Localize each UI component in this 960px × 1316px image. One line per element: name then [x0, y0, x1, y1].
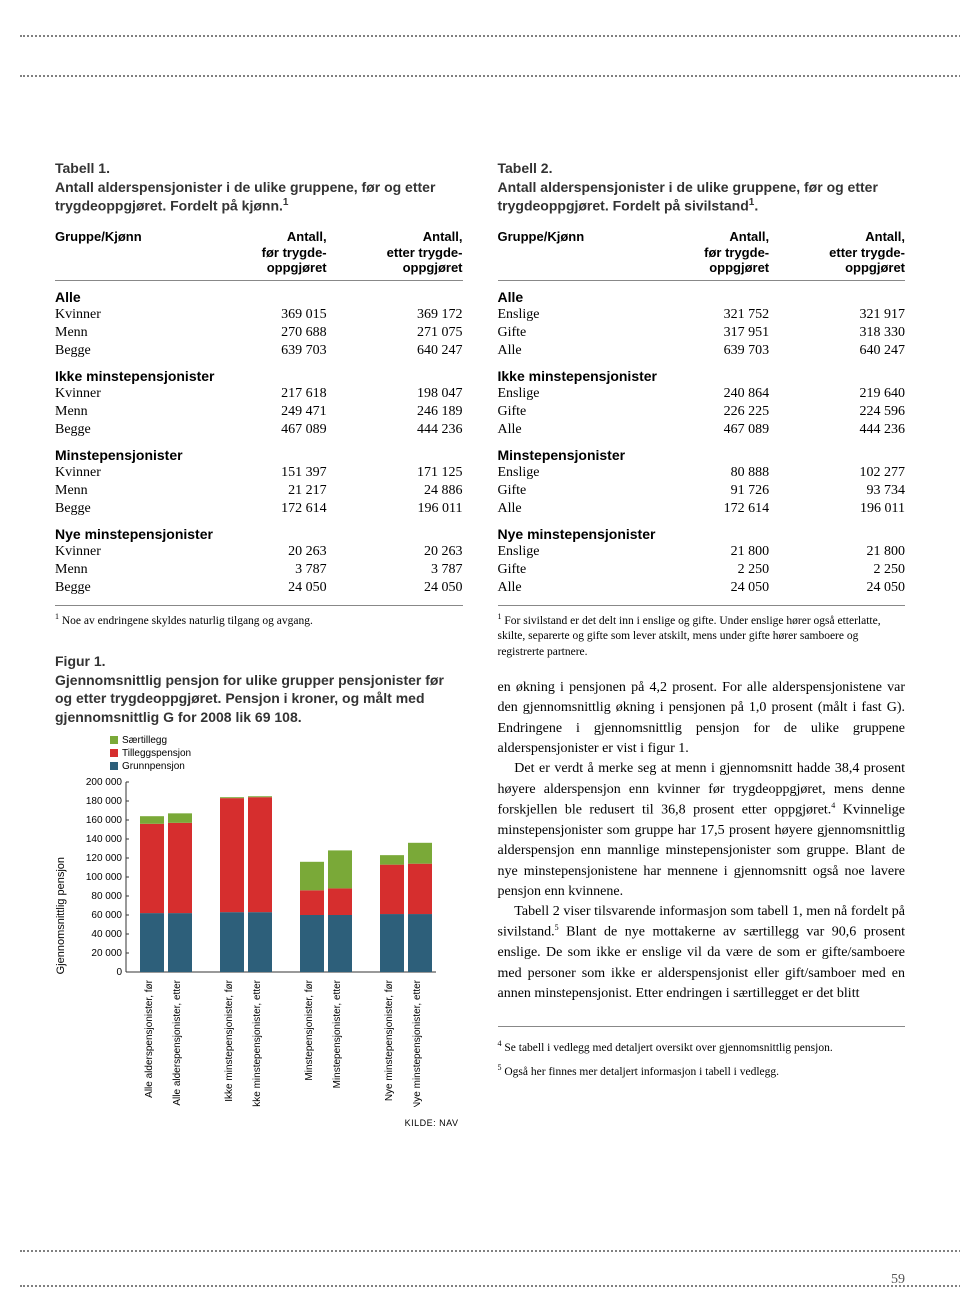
svg-text:20 000: 20 000 — [91, 948, 122, 959]
svg-text:Minstepensjonister, før: Minstepensjonister, før — [304, 979, 315, 1080]
svg-text:0: 0 — [116, 967, 122, 978]
svg-text:Ikke minstepensjonister, etter: Ikke minstepensjonister, etter — [252, 979, 263, 1107]
table-row: Menn249 471246 189 — [55, 403, 463, 421]
svg-text:Alle alderspensjonister, etter: Alle alderspensjonister, etter — [172, 979, 183, 1105]
table-section-heading: Minstepensjonister — [498, 439, 906, 464]
table-section-heading: Alle — [498, 280, 906, 306]
chart-ylabel: Gjennomsnittlig pensjon — [55, 857, 67, 974]
table-row: Enslige80 888102 277 — [498, 464, 906, 482]
table-section-heading: Nye minstepensjonister — [498, 518, 906, 543]
table2: Gruppe/Kjønn Antall,før trygde-oppgjøret… — [498, 225, 906, 597]
table1-col1: Antall,før trygde-oppgjøret — [210, 225, 326, 280]
table-row: Kvinner20 26320 263 — [55, 543, 463, 561]
table-row: Gifte317 951318 330 — [498, 324, 906, 342]
table-section-heading: Ikke minstepensjonister — [498, 360, 906, 385]
svg-text:140 000: 140 000 — [86, 834, 123, 845]
right-footnotes: 4 Se tabell i vedlegg med detaljert over… — [498, 1026, 906, 1080]
legend-item: Særtillegg — [110, 734, 463, 747]
table-row: Menn270 688271 075 — [55, 324, 463, 342]
table-section-heading: Minstepensjonister — [55, 439, 463, 464]
table2-col1: Antall,før trygde-oppgjøret — [653, 225, 769, 280]
page-number: 59 — [891, 1272, 905, 1288]
table1-title: Tabell 1. — [55, 160, 463, 176]
table-row: Kvinner369 015369 172 — [55, 306, 463, 324]
table2-footnote: 1 For sivilstand er det delt inn i ensli… — [498, 612, 906, 660]
table-row: Kvinner151 397171 125 — [55, 464, 463, 482]
table-row: Begge172 614196 011 — [55, 500, 463, 518]
chart-source: KILDE: NAV — [71, 1118, 463, 1128]
svg-text:Nye minstepensjonister, før: Nye minstepensjonister, før — [384, 979, 395, 1101]
table1-caption: Antall alderspensjonister i de ulike gru… — [55, 178, 463, 215]
table2-caption: Antall alderspensjonister i de ulike gru… — [498, 178, 906, 215]
table1-footnote: 1 Noe av endringene skyldes naturlig til… — [55, 612, 463, 629]
legend-item: Grunnpensjon — [110, 760, 463, 773]
svg-text:60 000: 60 000 — [91, 910, 122, 921]
svg-text:40 000: 40 000 — [91, 929, 122, 940]
table-section-heading: Ikke minstepensjonister — [55, 360, 463, 385]
svg-text:120 000: 120 000 — [86, 853, 123, 864]
body-text: en økning i pensjonen på 4,2 prosent. Fo… — [498, 678, 906, 1004]
table-section-heading: Nye minstepensjonister — [55, 518, 463, 543]
table-row: Begge24 05024 050 — [55, 579, 463, 597]
table-row: Alle467 089444 236 — [498, 421, 906, 439]
table2-col2: Antall,etter trygde-oppgjøret — [769, 225, 905, 280]
svg-text:Nye minstepensjonister, etter: Nye minstepensjonister, etter — [412, 979, 423, 1107]
table-row: Enslige21 80021 800 — [498, 543, 906, 561]
table-row: Menn3 7873 787 — [55, 561, 463, 579]
table-row: Alle24 05024 050 — [498, 579, 906, 597]
table-row: Gifte2 2502 250 — [498, 561, 906, 579]
figure1-caption: Gjennomsnittlig pensjon for ulike gruppe… — [55, 671, 463, 726]
svg-text:100 000: 100 000 — [86, 872, 123, 883]
table-row: Enslige321 752321 917 — [498, 306, 906, 324]
table-row: Gifte226 225224 596 — [498, 403, 906, 421]
footnote: 5 Også her finnes mer detaljert informas… — [498, 1063, 906, 1080]
figure1-title: Figur 1. — [55, 653, 463, 669]
table1-colhead: Gruppe/Kjønn — [55, 225, 210, 280]
table2-colhead: Gruppe/Kjønn — [498, 225, 653, 280]
svg-text:Alle alderspensjonister, før: Alle alderspensjonister, før — [144, 979, 155, 1098]
table1-col2: Antall,etter trygde-oppgjøret — [327, 225, 463, 280]
table-row: Alle172 614196 011 — [498, 500, 906, 518]
table-row: Gifte91 72693 734 — [498, 482, 906, 500]
table-section-heading: Alle — [55, 280, 463, 306]
table-row: Alle639 703640 247 — [498, 342, 906, 360]
svg-text:200 000: 200 000 — [86, 777, 123, 788]
svg-text:80 000: 80 000 — [91, 891, 122, 902]
table-row: Begge467 089444 236 — [55, 421, 463, 439]
table-row: Begge639 703640 247 — [55, 342, 463, 360]
svg-text:Ikke minstepensjonister, før: Ikke minstepensjonister, før — [224, 979, 235, 1101]
table-row: Kvinner217 618198 047 — [55, 385, 463, 403]
table-row: Menn21 21724 886 — [55, 482, 463, 500]
svg-text:160 000: 160 000 — [86, 815, 123, 826]
chart-legend: SærtilleggTilleggspensjonGrunnpensjon — [110, 734, 463, 773]
legend-item: Tilleggspensjon — [110, 747, 463, 760]
table-row: Enslige240 864219 640 — [498, 385, 906, 403]
svg-text:180 000: 180 000 — [86, 796, 123, 807]
table2-title: Tabell 2. — [498, 160, 906, 176]
chart: 0 20 000 40 000 60 000 80 000 100 000 120 000 1… — [71, 777, 463, 1128]
svg-text:Minstepensjonister, etter: Minstepensjonister, etter — [332, 979, 343, 1088]
footnote: 4 Se tabell i vedlegg med detaljert over… — [498, 1039, 906, 1056]
table1: Gruppe/Kjønn Antall,før trygde-oppgjøret… — [55, 225, 463, 597]
